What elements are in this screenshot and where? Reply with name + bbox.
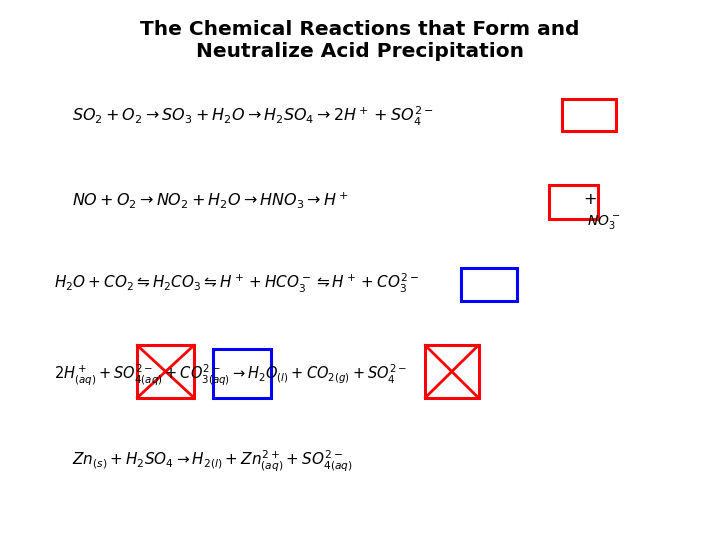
Text: $SO_2 + O_2 \rightarrow SO_3 + H_2O \rightarrow H_2SO_4 \rightarrow 2H^+ + SO_4^: $SO_2 + O_2 \rightarrow SO_3 + H_2O \rig… [72, 105, 433, 127]
Bar [425, 345, 479, 398]
Bar [549, 185, 598, 219]
Bar [461, 268, 517, 301]
Text: $NO_3^-$: $NO_3^-$ [587, 213, 620, 232]
Text: Neutralize Acid Precipitation: Neutralize Acid Precipitation [196, 42, 524, 61]
Text: $2H^+_{(aq)} + SO_{4(aq)}^{2-} + CO_{3(aq)}^{2-} \rightarrow H_2O_{(l)} + CO_{2(: $2H^+_{(aq)} + SO_{4(aq)}^{2-} + CO_{3(a… [54, 363, 407, 388]
Text: The Chemical Reactions that Form and: The Chemical Reactions that Form and [140, 20, 580, 39]
Text: $Zn_{(s)} + H_2SO_4 \rightarrow H_{2(l)} + Zn^{2+}_{(aq)} + SO_{4(aq)}^{2-}$: $Zn_{(s)} + H_2SO_4 \rightarrow H_{2(l)}… [72, 449, 353, 474]
Text: $H_2O + CO_2 \leftrightharpoons H_2CO_3 \leftrightharpoons H^+ + HCO_3^- \leftri: $H_2O + CO_2 \leftrightharpoons H_2CO_3 … [54, 272, 419, 295]
Text: +: + [583, 192, 597, 207]
Text: $NO + O_2 \rightarrow NO_2 + H_2O \rightarrow HNO_3 \rightarrow H^+$: $NO + O_2 \rightarrow NO_2 + H_2O \right… [72, 190, 349, 210]
Bar [213, 349, 271, 398]
Bar [137, 345, 194, 398]
Bar [562, 99, 616, 131]
